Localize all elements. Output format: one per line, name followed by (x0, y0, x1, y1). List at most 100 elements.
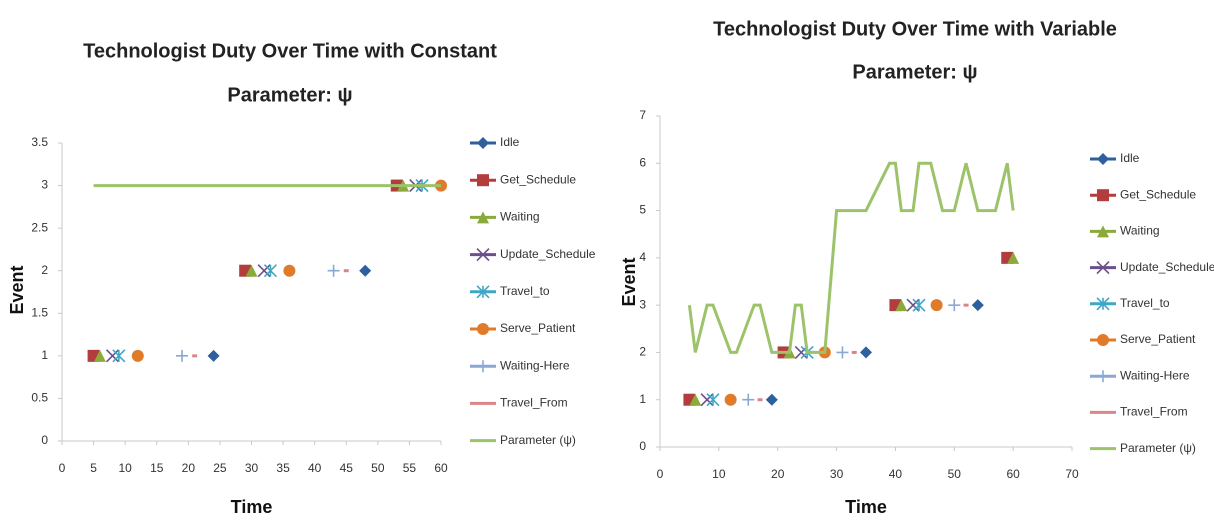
legend-label: Waiting-Here (500, 358, 570, 372)
marker-star (912, 298, 926, 312)
y-tick-label: 2 (41, 263, 48, 277)
y-tick-label: 3.5 (31, 135, 48, 149)
marker-diamond (860, 346, 872, 359)
x-axis-title: Time (231, 497, 273, 517)
x-tick-label: 30 (830, 467, 844, 481)
marker-diamond (1097, 153, 1109, 165)
marker-triangle (93, 349, 106, 362)
y-axis-title: Event (619, 257, 639, 306)
marker-x (257, 264, 271, 278)
x-tick-label: 50 (948, 467, 962, 481)
marker-triangle (1097, 225, 1109, 238)
x-tick-label: 0 (657, 467, 664, 481)
marker-circle (477, 323, 489, 335)
y-tick-label: 7 (639, 108, 646, 122)
x-tick-label: 0 (59, 461, 66, 475)
marker-diamond (207, 349, 220, 362)
legend-label: Update_Schedule (1120, 260, 1214, 274)
y-tick-label: 1 (639, 392, 646, 406)
chart-title: Parameter: ψ (852, 61, 977, 83)
y-tick-label: 0.5 (31, 391, 48, 405)
x-tick-label: 60 (1006, 467, 1020, 481)
y-tick-label: 2.5 (31, 220, 48, 234)
x-tick-label: 20 (771, 467, 785, 481)
marker-plus (1097, 370, 1109, 383)
x-tick-label: 15 (150, 461, 164, 475)
y-tick-label: 2 (639, 345, 646, 359)
x-axis-title: Time (845, 497, 887, 517)
marker-square (1097, 189, 1109, 202)
x-tick-label: 55 (403, 461, 417, 475)
legend-label: Parameter (ψ) (1120, 441, 1196, 455)
legend-label: Serve_Patient (500, 321, 576, 335)
x-tick-label: 10 (712, 467, 726, 481)
marker-circle (131, 349, 144, 362)
marker-x (700, 393, 714, 407)
marker-circle (724, 393, 737, 406)
marker-triangle (689, 393, 702, 406)
marker-plus (742, 393, 755, 406)
marker-plus (477, 360, 489, 373)
legend-label: Parameter (ψ) (500, 433, 576, 447)
chart-title: Technologist Duty Over Time with Variabl… (713, 18, 1117, 40)
marker-diamond (359, 264, 372, 277)
x-tick-label: 40 (889, 467, 903, 481)
marker-triangle (245, 264, 258, 277)
chart-title: Technologist Duty Over Time with Constan… (83, 40, 497, 62)
marker-triangle (895, 299, 908, 312)
legend-label: Waiting-Here (1120, 368, 1190, 382)
parameter-line (687, 161, 1015, 354)
marker-x (476, 248, 490, 262)
legend-label: Waiting (1120, 224, 1160, 238)
x-tick-label: 30 (245, 461, 259, 475)
marker-square (477, 174, 489, 187)
marker-plus (176, 349, 189, 362)
legend-label: Get_Schedule (500, 172, 576, 186)
x-tick-label: 45 (340, 461, 354, 475)
marker-x (105, 349, 120, 363)
y-tick-label: 5 (639, 203, 646, 217)
marker-star (263, 264, 278, 278)
x-tick-label: 60 (434, 461, 448, 475)
x-tick-label: 35 (276, 461, 290, 475)
marker-plus (948, 299, 961, 312)
x-tick-label: 10 (118, 461, 132, 475)
x-tick-label: 25 (213, 461, 227, 475)
marker-diamond (477, 137, 489, 149)
y-tick-label: 0 (639, 439, 646, 453)
y-tick-label: 6 (639, 155, 646, 169)
y-tick-label: 3 (639, 297, 646, 311)
y-axis-title: Event (7, 265, 27, 314)
legend-label: Serve_Patient (1120, 332, 1196, 346)
marker-x (1096, 261, 1110, 275)
marker-diamond (765, 393, 778, 406)
x-tick-label: 50 (371, 461, 385, 475)
marker-star (1096, 297, 1110, 311)
x-tick-label: 20 (182, 461, 196, 475)
marker-star (706, 393, 720, 407)
legend-label: Idle (500, 135, 520, 149)
y-tick-label: 3 (41, 178, 48, 192)
marker-circle (1097, 334, 1109, 346)
legend-label: Idle (1120, 151, 1140, 165)
y-tick-label: 4 (639, 250, 646, 264)
chart-title: Parameter: ψ (227, 84, 352, 106)
marker-triangle (1007, 251, 1020, 264)
marker-circle (283, 264, 296, 277)
y-tick-label: 0 (41, 433, 48, 447)
x-tick-label: 5 (90, 461, 97, 475)
x-tick-label: 70 (1065, 467, 1079, 481)
marker-triangle (477, 211, 489, 224)
legend-label: Travel_From (500, 396, 568, 410)
legend-label: Travel_From (1120, 405, 1188, 419)
legend-label: Travel_to (1120, 296, 1170, 310)
x-tick-label: 40 (308, 461, 322, 475)
marker-diamond (971, 299, 984, 312)
legend-label: Update_Schedule (500, 247, 596, 261)
marker-star (476, 285, 490, 299)
legend-label: Waiting (500, 210, 540, 224)
marker-star (112, 349, 126, 363)
marker-x (906, 298, 920, 312)
legend-label: Travel_to (500, 284, 550, 298)
